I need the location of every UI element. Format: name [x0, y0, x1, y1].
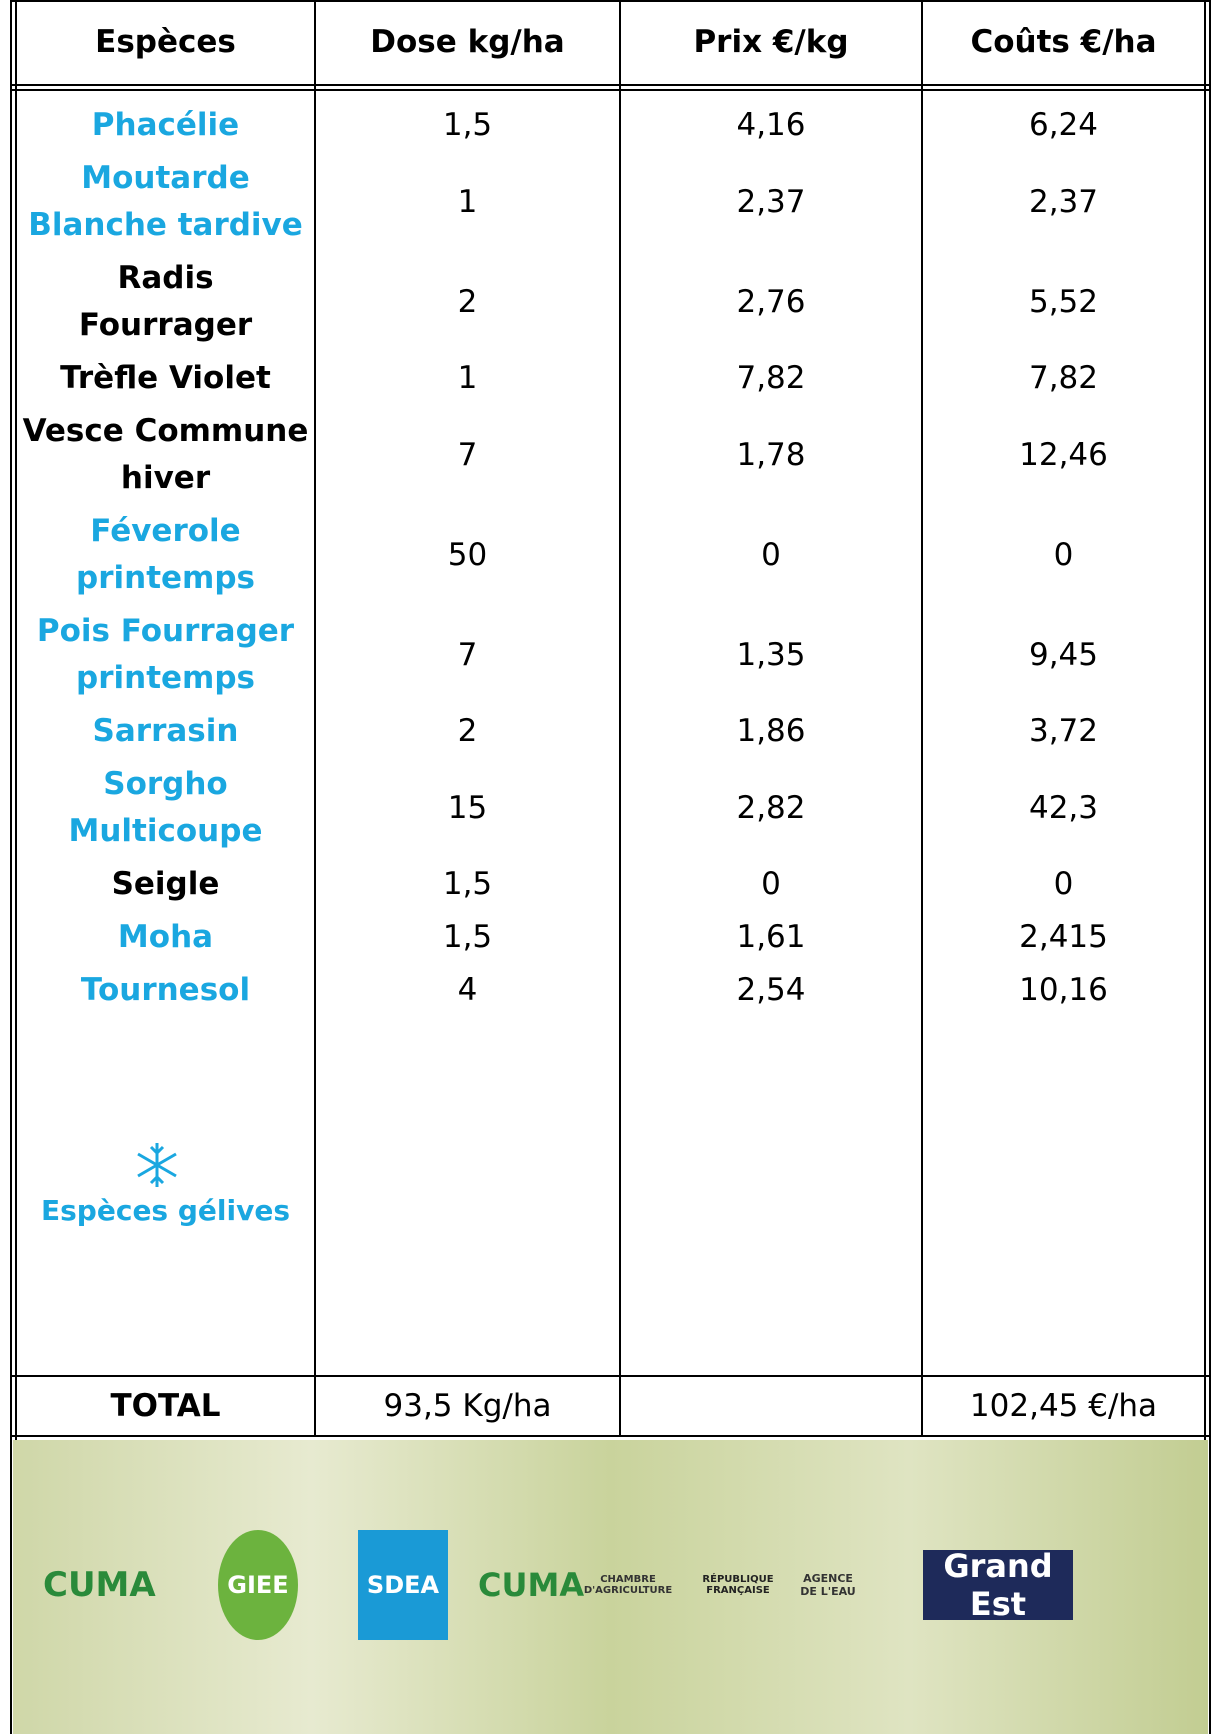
- species-cell: Trèfle Violet: [17, 352, 314, 405]
- species-cell: Féverole printemps: [17, 505, 314, 605]
- header-cell: Dose kg/ha: [370, 23, 565, 60]
- column-line: [314, 0, 316, 1437]
- value-cell: 5,52: [1028, 283, 1099, 320]
- logo: RÉPUBLIQUE FRANÇAISE: [702, 1574, 774, 1596]
- value-cell: 42,3: [1028, 789, 1099, 826]
- header-line: [10, 89, 1211, 91]
- footer: CUMA GIEE SDEA CUMA CHAMBRE D'AGRICULTURE RÉP…: [13, 1440, 1208, 1734]
- value-cell: 6,24: [1028, 107, 1099, 143]
- value-cell: 1: [457, 360, 478, 396]
- header-cell: Coûts €/ha: [970, 23, 1157, 60]
- border: [1204, 0, 1206, 1734]
- value-cell: 7,82: [736, 360, 806, 396]
- value-cell: 0: [761, 866, 781, 902]
- value-cell: 10,16: [1019, 972, 1108, 1008]
- species-cell: Phacélie: [17, 99, 314, 152]
- value-cell: 2,76: [736, 283, 806, 320]
- header-line: [10, 84, 1211, 86]
- species-cell: Radis Fourrager: [17, 252, 314, 352]
- value-cell: 2,37: [1028, 183, 1099, 220]
- logo: AGENCE DE L'EAU: [800, 1572, 856, 1598]
- border: [10, 0, 1211, 2]
- species-name: Tournesol: [80, 972, 251, 1008]
- value-cell: 1,5: [442, 919, 493, 955]
- species-name: Féverole: [90, 513, 241, 549]
- logo: GIEE: [218, 1530, 298, 1640]
- logo: Grand Est: [923, 1547, 1073, 1623]
- border: [10, 0, 12, 1734]
- species-name: printemps: [76, 660, 255, 696]
- species-name: Sarrasin: [92, 713, 239, 749]
- value-cell: 4: [457, 972, 478, 1008]
- value-cell: 15: [447, 789, 488, 826]
- total-cell: TOTAL: [110, 1387, 221, 1424]
- value-cell: 9,45: [1028, 636, 1099, 673]
- value-cell: 1,86: [736, 713, 806, 749]
- species-cell: Moha: [17, 911, 314, 964]
- species-name: Blanche tardive: [28, 207, 303, 243]
- value-cell: 3,72: [1028, 713, 1099, 749]
- value-cell: 2,54: [736, 972, 806, 1008]
- legend-text: Espèces gélives: [41, 1193, 290, 1227]
- value-cell: 2,415: [1019, 919, 1108, 955]
- value-cell: 1,78: [736, 436, 806, 473]
- species-name: Radis: [117, 260, 214, 296]
- value-cell: 1,61: [736, 919, 806, 955]
- species-name: Phacélie: [91, 107, 240, 143]
- species-name: Vesce Commune: [22, 413, 309, 449]
- species-name: hiver: [120, 460, 211, 496]
- logo: SDEA: [358, 1530, 448, 1640]
- value-cell: 0: [1053, 536, 1074, 573]
- value-cell: 7,82: [1028, 360, 1099, 396]
- value-cell: 2,37: [736, 183, 806, 220]
- border: [15, 0, 17, 1734]
- value-cell: 4,16: [736, 107, 806, 143]
- column-line: [921, 0, 923, 1437]
- value-cell: 2,82: [736, 789, 806, 826]
- species-name: Fourrager: [78, 307, 253, 343]
- total-line: [10, 1375, 1211, 1377]
- species-cell: Pois Fourrager printemps: [17, 605, 314, 705]
- species-cell: Tournesol: [17, 964, 314, 1017]
- logo: CUMA: [478, 1566, 585, 1604]
- species-name: printemps: [76, 560, 255, 596]
- species-name: Sorgho: [103, 766, 228, 802]
- value-cell: 1: [457, 183, 478, 220]
- species-name: Moha: [117, 919, 214, 955]
- total-line: [10, 1435, 1211, 1437]
- value-cell: 1,5: [442, 866, 493, 902]
- logo: CUMA: [43, 1565, 156, 1605]
- species-name: Seigle: [111, 866, 220, 902]
- species-cell: Moutarde Blanche tardive: [17, 152, 314, 252]
- value-cell: 1,35: [736, 636, 806, 673]
- snowflake-icon: [137, 1143, 177, 1187]
- species-name: Pois Fourrager: [36, 613, 295, 649]
- species-name: Moutarde: [81, 160, 250, 196]
- value-cell: 7: [457, 436, 478, 473]
- species-cell: Sorgho Multicoupe: [17, 758, 314, 858]
- value-cell: 7: [457, 636, 478, 673]
- species-cell: Vesce Commune hiver: [17, 405, 314, 505]
- species-name: Multicoupe: [68, 813, 263, 849]
- value-cell: 2: [457, 283, 478, 320]
- border: [1209, 0, 1211, 1734]
- column-line: [619, 0, 621, 1437]
- value-cell: 1,5: [442, 107, 493, 143]
- header-cell: Espèces: [95, 23, 236, 60]
- value-cell: 2: [457, 713, 478, 749]
- species-name: Trèfle Violet: [60, 360, 271, 396]
- total-cell: 102,45 €/ha: [969, 1387, 1158, 1424]
- value-cell: 50: [447, 536, 488, 573]
- header-cell: Prix €/kg: [693, 23, 849, 60]
- species-cell: Sarrasin: [17, 705, 314, 758]
- logo: CHAMBRE D'AGRICULTURE: [583, 1574, 673, 1596]
- value-cell: 0: [1053, 866, 1074, 902]
- total-cell: 93,5 Kg/ha: [383, 1387, 552, 1424]
- value-cell: 12,46: [1019, 436, 1108, 473]
- value-cell: 0: [761, 536, 781, 573]
- species-cell: Seigle: [17, 858, 314, 911]
